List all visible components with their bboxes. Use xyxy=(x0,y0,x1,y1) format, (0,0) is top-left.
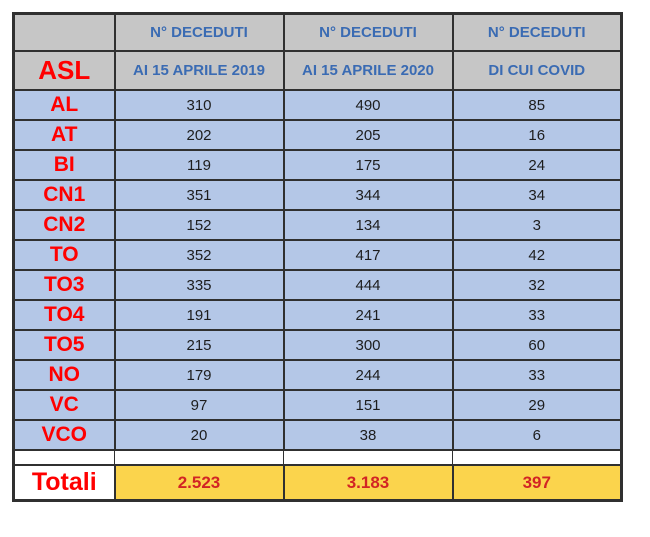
covid-cell: 24 xyxy=(451,149,623,181)
deceduti-2020-cell: 241 xyxy=(282,299,454,331)
col-header-deceduti-2020: N° DECEDUTI xyxy=(282,12,454,52)
col-subheader-aprile-2020: AI 15 APRILE 2020 xyxy=(282,50,454,91)
deceduti-2019-cell: 335 xyxy=(113,269,285,301)
col-subheader-di-cui-covid: DI CUI COVID xyxy=(451,50,623,91)
spacer-cell xyxy=(452,449,622,466)
table-row-vco: VCO 20 38 6 xyxy=(12,419,623,451)
deaths-table: N° DECEDUTI N° DECEDUTI N° DECEDUTI ASL … xyxy=(12,12,623,502)
col-subheader-aprile-2019: AI 15 APRILE 2019 xyxy=(113,50,285,91)
totals-covid-cell: 397 xyxy=(451,464,623,502)
deceduti-2020-cell: 175 xyxy=(282,149,454,181)
covid-cell: 34 xyxy=(451,179,623,211)
asl-row-label: TO xyxy=(12,239,116,271)
deceduti-2020-cell: 205 xyxy=(282,119,454,151)
spacer-cell xyxy=(114,449,284,466)
covid-cell: 3 xyxy=(451,209,623,241)
deceduti-2019-cell: 351 xyxy=(113,179,285,211)
asl-row-label: VCO xyxy=(12,419,116,451)
deceduti-2019-cell: 310 xyxy=(113,89,285,121)
covid-cell: 6 xyxy=(451,419,623,451)
deceduti-2019-cell: 191 xyxy=(113,299,285,331)
deceduti-2019-cell: 20 xyxy=(113,419,285,451)
spacer-cell xyxy=(283,449,453,466)
asl-row-label: BI xyxy=(12,149,116,181)
table-row-vc: VC 97 151 29 xyxy=(12,389,623,421)
table-row-cn2: CN2 152 134 3 xyxy=(12,209,623,241)
corner-cell xyxy=(12,12,116,52)
covid-cell: 42 xyxy=(451,239,623,271)
deceduti-2019-cell: 202 xyxy=(113,119,285,151)
asl-row-label: TO4 xyxy=(12,299,116,331)
table-row-to5: TO5 215 300 60 xyxy=(12,329,623,361)
asl-row-label: TO5 xyxy=(12,329,116,361)
totals-row: Totali 2.523 3.183 397 xyxy=(12,464,623,502)
header-row-dates: ASL AI 15 APRILE 2019 AI 15 APRILE 2020 … xyxy=(12,50,623,91)
deceduti-2020-cell: 134 xyxy=(282,209,454,241)
deceduti-2020-cell: 244 xyxy=(282,359,454,391)
covid-cell: 16 xyxy=(451,119,623,151)
covid-cell: 60 xyxy=(451,329,623,361)
asl-row-label: CN1 xyxy=(12,179,116,211)
deceduti-2020-cell: 151 xyxy=(282,389,454,421)
deceduti-2019-cell: 352 xyxy=(113,239,285,271)
deceduti-2020-cell: 490 xyxy=(282,89,454,121)
table-row-al: AL 310 490 85 xyxy=(12,89,623,121)
asl-row-label: AT xyxy=(12,119,116,151)
asl-row-label: CN2 xyxy=(12,209,116,241)
deceduti-2020-cell: 417 xyxy=(282,239,454,271)
table-row-to: TO 352 417 42 xyxy=(12,239,623,271)
header-row-deceduti: N° DECEDUTI N° DECEDUTI N° DECEDUTI xyxy=(12,12,623,52)
asl-row-label: TO3 xyxy=(12,269,116,301)
deceduti-2019-cell: 152 xyxy=(113,209,285,241)
covid-cell: 29 xyxy=(451,389,623,421)
deceduti-2020-cell: 38 xyxy=(282,419,454,451)
asl-row-label: VC xyxy=(12,389,116,421)
spacer-cell xyxy=(13,449,115,466)
covid-cell: 33 xyxy=(451,359,623,391)
deceduti-2020-cell: 444 xyxy=(282,269,454,301)
table-row-to4: TO4 191 241 33 xyxy=(12,299,623,331)
col-header-deceduti-covid: N° DECEDUTI xyxy=(451,12,623,52)
table-row-no: NO 179 244 33 xyxy=(12,359,623,391)
totals-label: Totali xyxy=(12,464,116,502)
deaths-table-wrapper: N° DECEDUTI N° DECEDUTI N° DECEDUTI ASL … xyxy=(12,12,623,502)
covid-cell: 33 xyxy=(451,299,623,331)
deceduti-2019-cell: 119 xyxy=(113,149,285,181)
deceduti-2019-cell: 215 xyxy=(113,329,285,361)
totals-2019-cell: 2.523 xyxy=(113,464,285,502)
asl-row-label: NO xyxy=(12,359,116,391)
totals-2020-cell: 3.183 xyxy=(282,464,454,502)
covid-cell: 32 xyxy=(451,269,623,301)
table-row-bi: BI 119 175 24 xyxy=(12,149,623,181)
deceduti-2020-cell: 300 xyxy=(282,329,454,361)
deceduti-2020-cell: 344 xyxy=(282,179,454,211)
table-row-cn1: CN1 351 344 34 xyxy=(12,179,623,211)
deceduti-2019-cell: 179 xyxy=(113,359,285,391)
table-row-at: AT 202 205 16 xyxy=(12,119,623,151)
spacer-row xyxy=(13,449,622,466)
deceduti-2019-cell: 97 xyxy=(113,389,285,421)
asl-row-label: AL xyxy=(12,89,116,121)
col-header-deceduti-2019: N° DECEDUTI xyxy=(113,12,285,52)
asl-header-cell: ASL xyxy=(12,50,116,91)
table-row-to3: TO3 335 444 32 xyxy=(12,269,623,301)
covid-cell: 85 xyxy=(451,89,623,121)
